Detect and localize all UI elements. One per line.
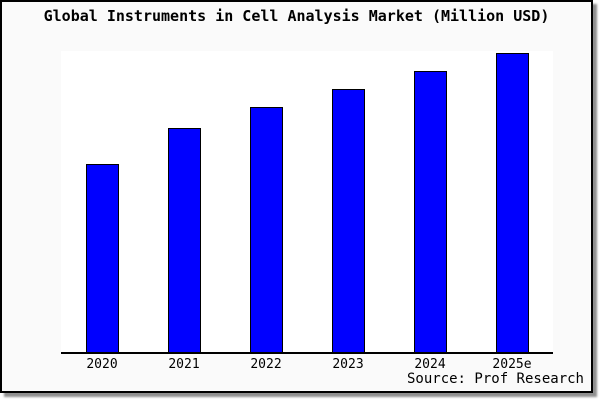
bar-2024 bbox=[414, 71, 447, 352]
x-axis-labels: 2020 2021 2022 2023 2024 2025e bbox=[2, 357, 591, 375]
x-tick-label-2024: 2024 bbox=[414, 357, 446, 372]
x-tick-label-2023: 2023 bbox=[332, 357, 364, 372]
bar-2023 bbox=[332, 89, 365, 352]
chart-title: Global Instruments in Cell Analysis Mark… bbox=[43, 7, 550, 25]
bar-2020 bbox=[86, 164, 119, 352]
bar-2022 bbox=[250, 107, 283, 352]
source-credit: Source: Prof Research bbox=[406, 371, 584, 387]
chart-frame: Global Instruments in Cell Analysis Mark… bbox=[0, 0, 593, 393]
bar-2021 bbox=[168, 128, 201, 352]
x-tick-label-2020: 2020 bbox=[86, 357, 118, 372]
bar-2025e bbox=[496, 53, 529, 352]
plot-area bbox=[61, 51, 553, 354]
x-tick-label-2022: 2022 bbox=[250, 357, 282, 372]
x-tick-label-2021: 2021 bbox=[168, 357, 200, 372]
x-tick-label-2025e: 2025e bbox=[492, 357, 532, 372]
